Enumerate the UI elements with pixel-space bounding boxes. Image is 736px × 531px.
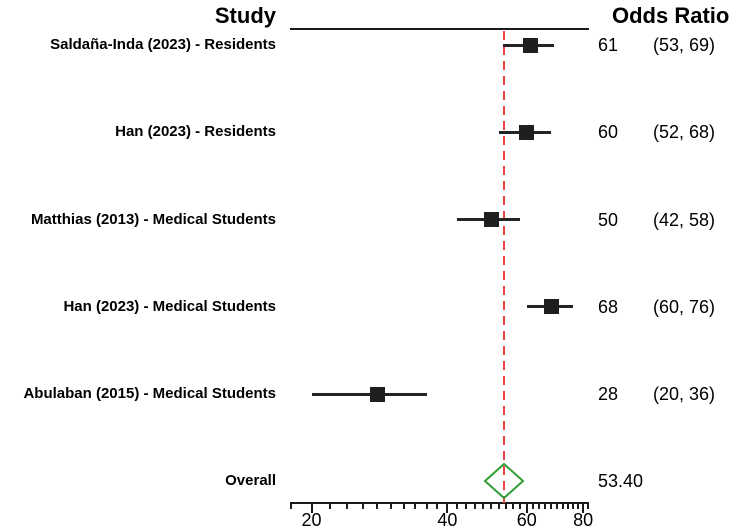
ci-value: (60, 76) xyxy=(653,296,716,317)
x-axis-major-tick xyxy=(310,504,313,513)
x-axis-minor-tick xyxy=(376,504,379,509)
x-axis-minor-tick xyxy=(436,504,439,509)
x-axis-line xyxy=(289,502,590,504)
x-axis-minor-tick xyxy=(473,504,476,509)
overall-value: 53.40 xyxy=(598,471,644,491)
x-axis-minor-tick xyxy=(512,504,515,509)
ci-whisker xyxy=(311,392,427,396)
estimate-value: 61 xyxy=(598,35,619,55)
x-axis-minor-tick xyxy=(361,504,364,509)
x-axis-minor-tick xyxy=(414,504,417,509)
x-axis-minor-tick xyxy=(389,504,392,509)
study-label: Han (2023) - Residents xyxy=(115,123,276,141)
estimate-value: 60 xyxy=(598,122,619,143)
x-axis-minor-tick xyxy=(561,504,564,509)
x-axis-minor-tick xyxy=(566,504,569,509)
x-axis-tick-label: 40 xyxy=(437,510,458,530)
x-axis-minor-tick xyxy=(572,504,575,509)
x-axis-major-tick xyxy=(525,504,528,513)
x-axis-minor-tick xyxy=(577,504,580,509)
x-axis-minor-tick xyxy=(550,504,553,509)
x-axis-minor-tick xyxy=(425,504,428,509)
overall-label: Overall xyxy=(225,472,276,489)
x-axis-minor-tick xyxy=(346,504,349,509)
estimate-marker xyxy=(519,124,535,140)
x-axis-major-tick xyxy=(582,504,585,513)
study-label: Saldaña-Inda (2023) - Residents xyxy=(50,36,276,53)
estimate-marker xyxy=(483,212,499,227)
estimate-marker xyxy=(369,386,385,402)
x-axis-tick-label: 20 xyxy=(301,510,322,530)
x-axis-minor-tick xyxy=(544,504,547,509)
x-axis-tick-label: 80 xyxy=(573,510,594,530)
x-axis-minor-tick xyxy=(587,504,590,509)
reference-line xyxy=(502,31,505,503)
study-label: Abulaban (2015) - Medical Students xyxy=(23,385,276,402)
estimate-marker xyxy=(543,299,559,315)
x-axis-minor-tick xyxy=(455,504,458,509)
study-label: Matthias (2013) - Medical Students xyxy=(30,210,276,228)
x-axis-major-tick xyxy=(446,504,449,513)
x-axis-tick-label: 60 xyxy=(516,510,537,530)
x-axis-minor-tick xyxy=(289,504,292,509)
study-label: Han (2023) - Medical Students xyxy=(63,297,276,315)
x-axis-minor-tick xyxy=(465,504,468,509)
x-axis-minor-tick xyxy=(402,504,405,509)
x-axis-minor-tick xyxy=(329,504,332,509)
study-column-header: Study xyxy=(214,3,276,28)
estimate-value: 50 xyxy=(598,209,619,230)
ci-value: (42, 58) xyxy=(653,209,716,230)
odds-ratio-column-header: Odds Ratio xyxy=(612,3,730,28)
overall-diamond xyxy=(483,462,525,505)
estimate-value: 28 xyxy=(598,384,619,404)
ci-value: (52, 68) xyxy=(653,122,716,143)
x-axis-minor-tick xyxy=(490,504,493,509)
ci-value: (53, 69) xyxy=(653,35,716,55)
estimate-value: 68 xyxy=(598,296,619,317)
x-axis-minor-tick xyxy=(497,504,500,509)
header-rule xyxy=(289,28,590,30)
x-axis-minor-tick xyxy=(556,504,559,509)
x-axis-minor-tick xyxy=(538,504,541,509)
x-axis-minor-tick xyxy=(519,504,522,509)
ci-value: (20, 36) xyxy=(653,384,716,404)
estimate-marker xyxy=(522,37,538,53)
x-axis-minor-tick xyxy=(482,504,485,509)
x-axis-minor-tick xyxy=(505,504,508,509)
x-axis-minor-tick xyxy=(532,504,535,509)
